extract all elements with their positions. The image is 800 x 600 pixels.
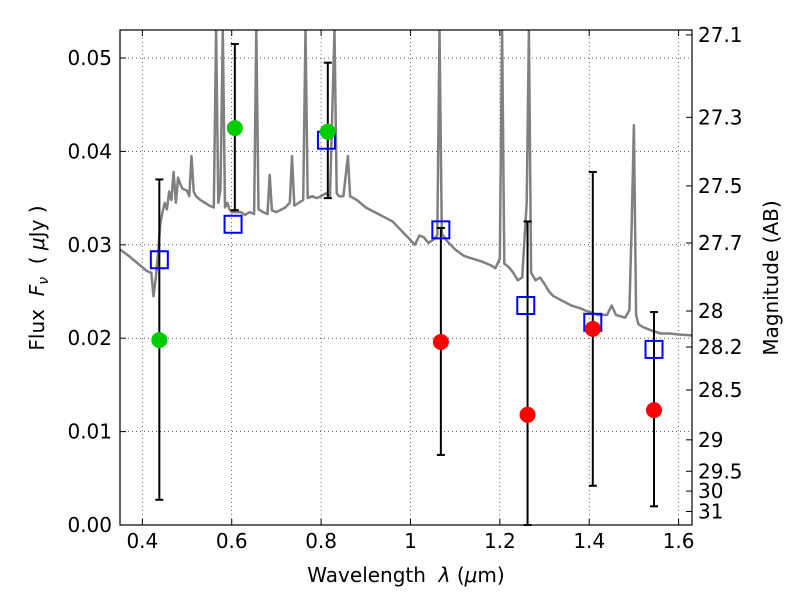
ylabel-F: F — [25, 284, 49, 296]
y2-tick-label: 27.1 — [698, 23, 743, 47]
detection-point — [319, 123, 336, 140]
xlabel-mu: μ — [464, 563, 478, 587]
ylabel-pre: Flux — [25, 296, 49, 350]
y-tick-label: 0.05 — [67, 46, 112, 70]
y2-tick-label: 28.2 — [698, 335, 743, 359]
x-tick-label: 0.8 — [305, 529, 337, 553]
model-sed-line — [120, 30, 692, 337]
y-axis-title: Flux Fν ( μJy ) — [25, 205, 52, 350]
x-tick-label: 1.6 — [663, 529, 695, 553]
y2-tick-label: 28.5 — [698, 378, 743, 402]
x-tick-label: 1 — [404, 529, 417, 553]
y2-tick-label: 29 — [698, 428, 723, 452]
xlabel-post: m) — [477, 563, 504, 587]
y-tick-label: 0.01 — [67, 420, 112, 444]
ylabel-post: Jy ) — [25, 205, 49, 239]
detection-point — [151, 332, 168, 349]
x-tick-label: 1.4 — [573, 529, 605, 553]
x-ticks: 0.4 0.6 0.8 1 1.2 1.4 1.6 — [126, 30, 695, 553]
y-tick-label: 0.04 — [67, 139, 112, 163]
model-flux-square — [223, 214, 243, 234]
y-tick-label: 0.03 — [67, 233, 112, 257]
detection-point — [226, 120, 243, 137]
xlabel-mid: ( — [451, 563, 465, 587]
y2-tick-label: 27.3 — [698, 105, 743, 129]
y-tick-label: 0.02 — [67, 326, 112, 350]
series-layer — [120, 30, 692, 337]
ylabel-nu: ν — [36, 277, 52, 285]
y-tick-label: 0.00 — [67, 513, 112, 537]
plot-background — [120, 30, 692, 525]
y2-axis-title: Magnitude (AB) — [759, 200, 783, 355]
upper-limit-point — [432, 333, 449, 350]
y2-tick-label: 30 — [698, 479, 723, 503]
model-flux-square — [516, 296, 536, 316]
y2-tick-label: 27.5 — [698, 174, 743, 198]
upper-limit-point — [584, 320, 601, 337]
y2-tick-label: 27.7 — [698, 231, 743, 255]
model-flux-square — [149, 250, 169, 270]
x-tick-label: 1.2 — [484, 529, 516, 553]
upper-limit-point — [519, 406, 536, 423]
xlabel-pre: Wavelength — [307, 563, 438, 587]
x-axis-title: Wavelength λ (μm) — [307, 563, 504, 587]
marker-layer — [149, 120, 664, 423]
y2-tick-label: 31 — [698, 500, 723, 524]
xlabel-lambda: λ — [438, 563, 451, 587]
plot-frame — [119, 29, 693, 526]
model-flux-square — [431, 220, 451, 240]
x-tick-label: 0.6 — [216, 529, 248, 553]
ylabel-mu: μ — [25, 237, 49, 251]
model-flux-square — [644, 339, 664, 359]
ylabel-mid: ( — [25, 250, 49, 277]
y-ticks: 0.00 0.01 0.02 0.03 0.04 0.05 — [67, 46, 126, 537]
y2-tick-label: 29.5 — [698, 459, 743, 483]
x-tick-label: 0.4 — [126, 529, 158, 553]
upper-limit-point — [646, 402, 663, 419]
y2-tick-label: 28 — [698, 299, 723, 323]
